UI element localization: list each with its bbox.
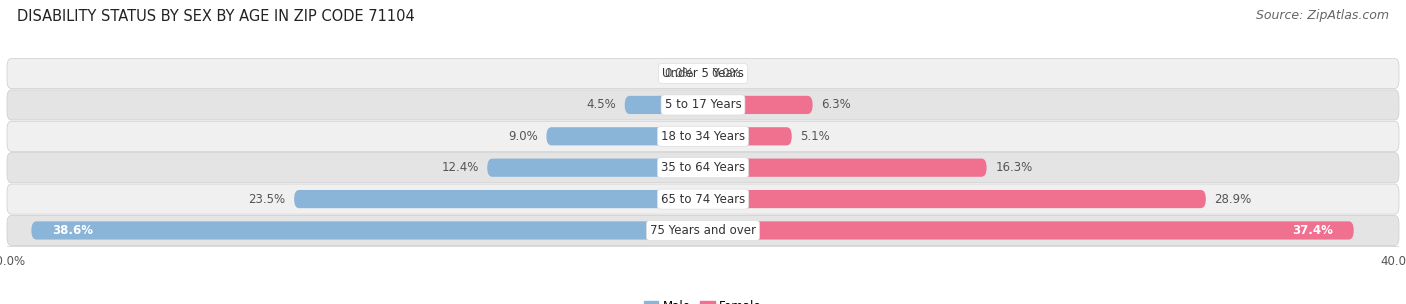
Text: 28.9%: 28.9% (1215, 192, 1251, 206)
Text: 18 to 34 Years: 18 to 34 Years (661, 130, 745, 143)
FancyBboxPatch shape (7, 90, 1399, 120)
FancyBboxPatch shape (703, 221, 1354, 240)
Text: 23.5%: 23.5% (249, 192, 285, 206)
Text: 65 to 74 Years: 65 to 74 Years (661, 192, 745, 206)
Text: 38.6%: 38.6% (52, 224, 93, 237)
FancyBboxPatch shape (488, 159, 703, 177)
Text: 5.1%: 5.1% (800, 130, 830, 143)
Text: 6.3%: 6.3% (821, 98, 851, 112)
FancyBboxPatch shape (624, 96, 703, 114)
Text: 9.0%: 9.0% (508, 130, 537, 143)
Text: 16.3%: 16.3% (995, 161, 1032, 174)
Text: 35 to 64 Years: 35 to 64 Years (661, 161, 745, 174)
FancyBboxPatch shape (7, 58, 1399, 88)
Text: 12.4%: 12.4% (441, 161, 478, 174)
FancyBboxPatch shape (703, 159, 987, 177)
Text: Source: ZipAtlas.com: Source: ZipAtlas.com (1256, 9, 1389, 22)
FancyBboxPatch shape (703, 190, 1206, 208)
Legend: Male, Female: Male, Female (640, 295, 766, 304)
Text: 0.0%: 0.0% (711, 67, 741, 80)
Text: DISABILITY STATUS BY SEX BY AGE IN ZIP CODE 71104: DISABILITY STATUS BY SEX BY AGE IN ZIP C… (17, 9, 415, 24)
Text: 5 to 17 Years: 5 to 17 Years (665, 98, 741, 112)
FancyBboxPatch shape (7, 184, 1399, 214)
Text: 75 Years and over: 75 Years and over (650, 224, 756, 237)
FancyBboxPatch shape (703, 127, 792, 145)
FancyBboxPatch shape (7, 216, 1399, 246)
Text: Under 5 Years: Under 5 Years (662, 67, 744, 80)
Text: 4.5%: 4.5% (586, 98, 616, 112)
FancyBboxPatch shape (703, 96, 813, 114)
FancyBboxPatch shape (294, 190, 703, 208)
FancyBboxPatch shape (7, 121, 1399, 151)
FancyBboxPatch shape (547, 127, 703, 145)
FancyBboxPatch shape (7, 153, 1399, 183)
Text: 37.4%: 37.4% (1292, 224, 1333, 237)
FancyBboxPatch shape (31, 221, 703, 240)
Text: 0.0%: 0.0% (665, 67, 695, 80)
